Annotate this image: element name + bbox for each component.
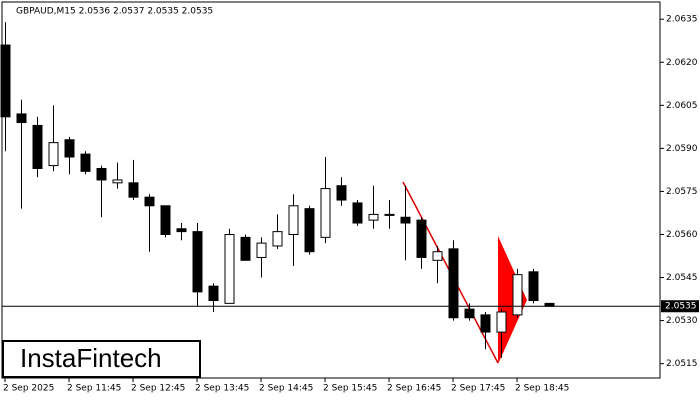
- y-tick-label: 2.0515: [666, 359, 698, 369]
- candle-body: [480, 314, 491, 333]
- candle-body: [112, 179, 123, 184]
- candle-body: [16, 113, 27, 124]
- candle-body: [208, 285, 219, 302]
- logo-box: [2, 340, 201, 378]
- x-tick-label: 2 Sep 12:45: [131, 384, 185, 394]
- x-tick-label: 2 Sep 13:45: [195, 384, 249, 394]
- candle-body: [64, 139, 75, 158]
- x-tick-label: 2 Sep 16:45: [387, 384, 441, 394]
- candle-body: [32, 124, 43, 169]
- y-tick-label: 2.0530: [666, 316, 698, 326]
- candle-body: [80, 153, 91, 172]
- x-tick-label: 2 Sep 15:45: [323, 384, 377, 394]
- candle-body: [448, 248, 459, 319]
- candle-body: [288, 205, 299, 235]
- candle-body: [304, 208, 315, 253]
- candle-body: [224, 233, 235, 304]
- candle-body: [192, 231, 203, 293]
- candle-body: [144, 196, 155, 207]
- candle-body: [128, 182, 139, 198]
- x-tick-label: 2 Sep 11:45: [67, 384, 121, 394]
- candle-body: [512, 274, 523, 316]
- x-tick-label: 2 Sep 17:45: [451, 384, 505, 394]
- candle-body: [368, 213, 379, 221]
- y-tick-label: 2.0605: [666, 101, 698, 111]
- y-tick-label: 2.0635: [666, 15, 698, 25]
- candle-body: [528, 271, 539, 302]
- candle-body: [400, 216, 411, 224]
- candle-body: [256, 242, 267, 258]
- candle-body: [320, 188, 331, 238]
- chart-title: GBPAUD,M15 2.0536 2.0537 2.0535 2.0535: [16, 7, 213, 17]
- logo: InstaFintech: [20, 343, 162, 373]
- pattern: [402, 181, 527, 364]
- candle-body: [96, 167, 107, 181]
- x-tick-label: 2 Sep 14:45: [259, 384, 313, 394]
- current-price-box: [661, 300, 699, 313]
- y-tick-label: 2.0575: [666, 187, 698, 197]
- candle-body: [272, 231, 283, 247]
- candle-body: [0, 44, 11, 118]
- current-price-label: 2.0535: [665, 302, 697, 312]
- y-tick-label: 2.0590: [666, 144, 698, 154]
- candle-body: [176, 228, 187, 233]
- candle-body: [432, 251, 443, 261]
- y-tick-label: 2.0620: [666, 58, 698, 68]
- candle-body: [496, 311, 507, 333]
- plot-frame: [1, 1, 661, 379]
- x-tick-label: 2 Sep 18:45: [515, 384, 569, 394]
- y-tick-label: 2.0545: [666, 273, 698, 283]
- x-tick-label: 2 Sep 2025: [3, 384, 54, 394]
- candle-body: [352, 202, 363, 224]
- candle-body: [384, 213, 395, 216]
- candle-body: [48, 142, 59, 167]
- candle-body: [336, 185, 347, 201]
- y-tick-label: 2.0560: [666, 230, 698, 240]
- candle-body: [464, 308, 475, 319]
- candle-body: [160, 205, 171, 235]
- candle-body: [240, 236, 251, 261]
- candle-body: [416, 219, 427, 258]
